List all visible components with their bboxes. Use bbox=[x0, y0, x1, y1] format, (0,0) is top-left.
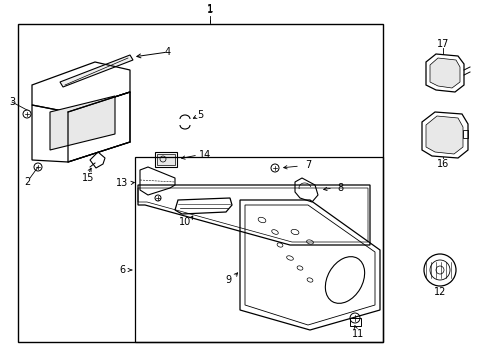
Text: 1: 1 bbox=[206, 5, 213, 15]
Text: 14: 14 bbox=[199, 150, 211, 160]
Text: 9: 9 bbox=[224, 275, 231, 285]
Polygon shape bbox=[425, 116, 462, 154]
Bar bbox=[155, 152, 177, 167]
Text: 16: 16 bbox=[436, 159, 448, 169]
Text: 10: 10 bbox=[179, 217, 191, 227]
Bar bbox=[135, 157, 382, 342]
Text: 17: 17 bbox=[436, 39, 448, 49]
Polygon shape bbox=[50, 96, 115, 150]
Text: 4: 4 bbox=[164, 47, 171, 57]
Bar bbox=[157, 154, 175, 165]
Text: 11: 11 bbox=[351, 329, 364, 339]
Text: 8: 8 bbox=[336, 183, 343, 193]
Text: 5: 5 bbox=[197, 110, 203, 120]
Text: 12: 12 bbox=[433, 287, 445, 297]
Text: 13: 13 bbox=[116, 178, 128, 188]
Text: 3: 3 bbox=[9, 97, 15, 107]
Polygon shape bbox=[429, 58, 459, 88]
Bar bbox=[18, 24, 382, 342]
Text: 2: 2 bbox=[24, 177, 30, 187]
Text: 15: 15 bbox=[81, 173, 94, 183]
Bar bbox=[349, 318, 360, 326]
Text: 7: 7 bbox=[304, 160, 310, 170]
Polygon shape bbox=[60, 55, 133, 87]
Text: 6: 6 bbox=[119, 265, 125, 275]
Text: 1: 1 bbox=[206, 4, 213, 14]
